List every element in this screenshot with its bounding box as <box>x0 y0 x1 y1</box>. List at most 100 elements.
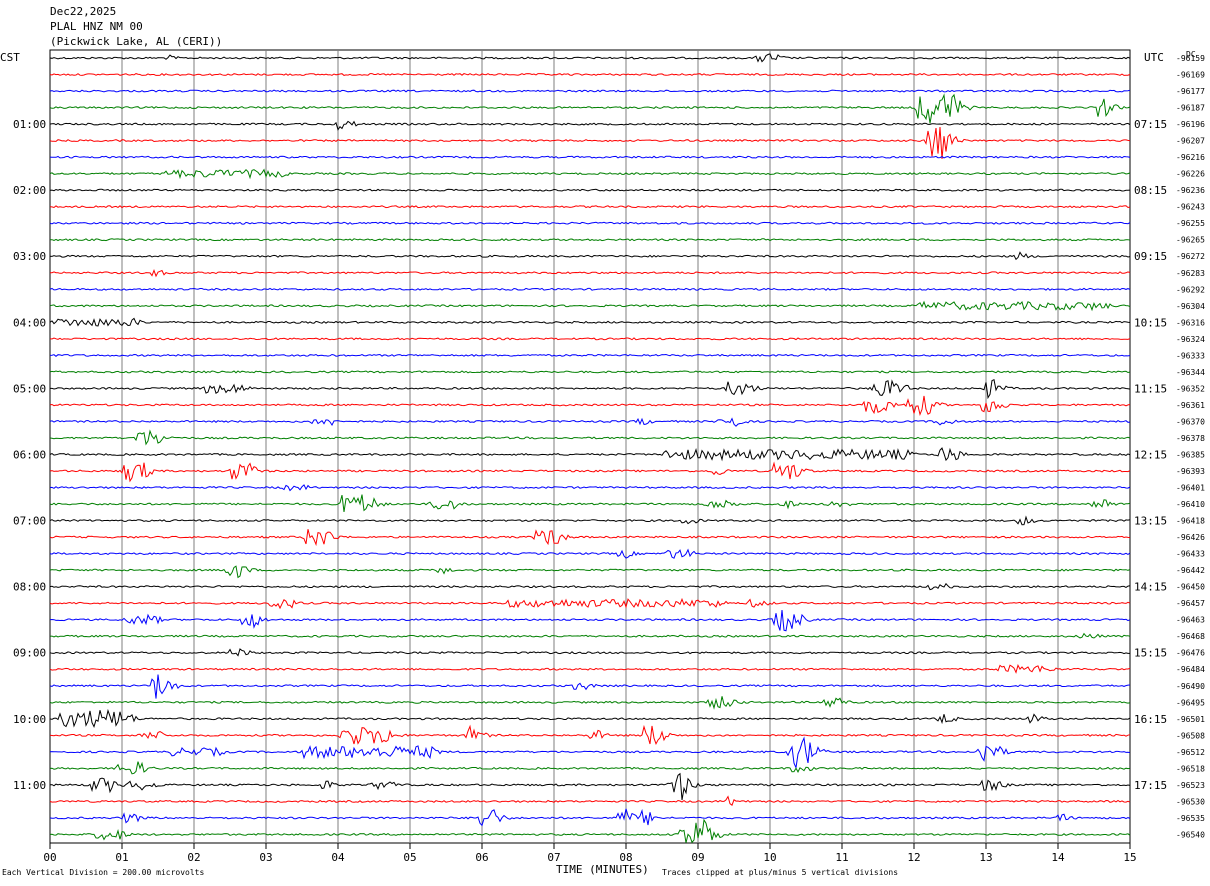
dc-value-37: -96484 <box>1176 665 1205 674</box>
trace-43 <box>49 761 1131 775</box>
plot-frame <box>49 49 1131 844</box>
trace-31 <box>49 565 1131 579</box>
trace-2 <box>49 89 1131 93</box>
utc-label-6: 13:15 <box>1134 515 1167 528</box>
dc-value-1: -96169 <box>1176 71 1205 80</box>
x-tick-label-12: 12 <box>907 851 920 864</box>
dc-value-24: -96385 <box>1176 450 1205 459</box>
dc-value-2: -96177 <box>1176 87 1205 96</box>
trace-20 <box>50 378 1131 400</box>
x-tick-label-7: 07 <box>547 851 560 864</box>
cst-label-9: 10:00 <box>13 713 46 726</box>
dc-value-32: -96450 <box>1176 583 1205 592</box>
trace-15 <box>49 300 1131 312</box>
dc-value-39: -96495 <box>1176 698 1205 707</box>
dc-value-5: -96207 <box>1176 137 1205 146</box>
trace-46 <box>49 808 1131 827</box>
trace-10 <box>49 221 1131 225</box>
trace-27 <box>49 494 1131 512</box>
vertical-grid <box>121 50 1059 843</box>
utc-label-10: 17:15 <box>1134 779 1167 792</box>
dc-value-27: -96410 <box>1176 500 1205 509</box>
dc-value-23: -96378 <box>1176 434 1205 443</box>
x-tick-label-8: 08 <box>619 851 632 864</box>
trace-14 <box>49 287 1131 291</box>
trace-42 <box>49 736 1131 770</box>
dc-value-9: -96243 <box>1176 203 1205 212</box>
utc-label-2: 09:15 <box>1134 250 1167 263</box>
trace-6 <box>49 155 1131 159</box>
dc-value-29: -96426 <box>1176 533 1205 542</box>
trace-24 <box>49 447 1131 462</box>
trace-38 <box>49 674 1131 699</box>
x-tick-label-10: 10 <box>763 851 776 864</box>
dc-value-36: -96476 <box>1176 649 1205 658</box>
trace-47 <box>49 818 1131 844</box>
trace-39 <box>49 696 1131 710</box>
cst-label-1: 02:00 <box>13 184 46 197</box>
utc-label-4: 11:15 <box>1134 382 1167 395</box>
trace-21 <box>49 395 1131 417</box>
trace-25 <box>49 461 1131 483</box>
dc-value-10: -96255 <box>1176 219 1205 228</box>
dc-label: DC <box>1186 50 1196 59</box>
footer-clip-note: Traces clipped at plus/minus 5 vertical … <box>662 868 898 877</box>
trace-41 <box>49 724 1131 746</box>
dc-value-11: -96265 <box>1176 236 1205 245</box>
trace-13 <box>49 268 1131 278</box>
x-tick-label-5: 05 <box>403 851 416 864</box>
dc-value-42: -96512 <box>1176 748 1205 757</box>
trace-36 <box>49 648 1130 657</box>
trace-29 <box>49 529 1131 547</box>
trace-9 <box>49 205 1131 209</box>
dc-value-15: -96304 <box>1176 302 1205 311</box>
dc-value-22: -96370 <box>1176 417 1205 426</box>
utc-label-3: 10:15 <box>1134 316 1167 329</box>
dc-value-12: -96272 <box>1176 252 1205 261</box>
dc-value-31: -96442 <box>1176 566 1205 575</box>
dc-value-28: -96418 <box>1176 517 1205 526</box>
dc-value-20: -96352 <box>1176 384 1205 393</box>
trace-30 <box>49 548 1131 559</box>
dc-value-21: -96361 <box>1176 401 1205 410</box>
trace-11 <box>50 238 1131 242</box>
cst-time-labels: 01:00 02:00 03:00 04:00 05:00 06:00 07:00 08:00… <box>13 118 46 792</box>
trace-16 <box>49 317 1131 327</box>
utc-timezone-label: UTC <box>1144 51 1164 64</box>
cst-label-7: 08:00 <box>13 581 46 594</box>
utc-label-9: 16:15 <box>1134 713 1167 726</box>
x-axis-ticks: 00 01 02 03 04 05 06 07 08 09 10 11 12 13 14 15 <box>43 843 1137 864</box>
dc-value-19: -96344 <box>1176 368 1205 377</box>
cst-timezone-label: CST <box>0 51 20 64</box>
trace-0 <box>49 53 1131 63</box>
utc-time-labels: 07:15 08:15 09:15 10:15 11:15 12:15 13:15 14:15… <box>1134 118 1167 792</box>
x-tick-label-1: 01 <box>115 851 128 864</box>
x-tick-label-9: 09 <box>691 851 704 864</box>
x-tick-label-15: 15 <box>1123 851 1136 864</box>
dc-offset-labels: -96159 -96169 -96177 -96187 -96196 -96207 -962… <box>1176 54 1205 839</box>
dc-value-0: -96159 <box>1176 54 1205 63</box>
cst-label-2: 03:00 <box>13 250 46 263</box>
x-tick-label-6: 06 <box>475 851 488 864</box>
cst-label-5: 06:00 <box>13 448 46 461</box>
trace-12 <box>49 251 1131 261</box>
utc-label-8: 15:15 <box>1134 647 1167 660</box>
dc-value-45: -96530 <box>1176 797 1205 806</box>
trace-8 <box>49 188 1131 192</box>
trace-19 <box>49 370 1131 374</box>
trace-37 <box>49 663 1131 674</box>
dc-value-13: -96283 <box>1176 269 1205 278</box>
trace-5 <box>49 126 1131 159</box>
x-tick-label-3: 03 <box>259 851 272 864</box>
dc-value-3: -96187 <box>1176 104 1205 113</box>
trace-7 <box>49 168 1131 180</box>
dc-value-38: -96490 <box>1176 682 1205 691</box>
seismic-traces <box>49 53 1131 844</box>
dc-value-34: -96463 <box>1176 616 1205 625</box>
trace-18 <box>49 353 1131 357</box>
cst-label-3: 04:00 <box>13 316 46 329</box>
trace-44 <box>49 772 1131 801</box>
dc-value-35: -96468 <box>1176 632 1205 641</box>
utc-label-5: 12:15 <box>1134 448 1167 461</box>
dc-value-43: -96518 <box>1176 764 1205 773</box>
